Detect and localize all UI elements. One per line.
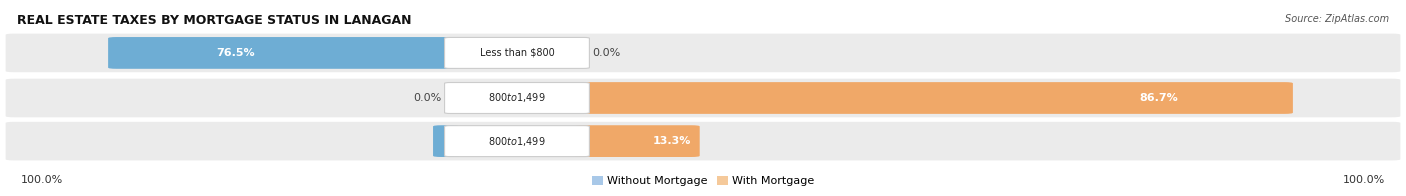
FancyBboxPatch shape bbox=[6, 79, 1400, 117]
FancyBboxPatch shape bbox=[444, 126, 589, 157]
Text: 76.5%: 76.5% bbox=[217, 48, 256, 58]
FancyBboxPatch shape bbox=[6, 34, 1400, 72]
FancyBboxPatch shape bbox=[444, 83, 589, 113]
FancyBboxPatch shape bbox=[575, 125, 700, 157]
Text: 13.3%: 13.3% bbox=[652, 136, 692, 146]
Text: REAL ESTATE TAXES BY MORTGAGE STATUS IN LANAGAN: REAL ESTATE TAXES BY MORTGAGE STATUS IN … bbox=[17, 14, 412, 27]
FancyBboxPatch shape bbox=[444, 37, 589, 68]
Text: Less than $800: Less than $800 bbox=[479, 48, 554, 58]
Text: $800 to $1,499: $800 to $1,499 bbox=[488, 92, 546, 104]
Text: Source: ZipAtlas.com: Source: ZipAtlas.com bbox=[1285, 14, 1389, 24]
Text: 100.0%: 100.0% bbox=[1343, 175, 1385, 185]
Text: 0.0%: 0.0% bbox=[592, 48, 620, 58]
FancyBboxPatch shape bbox=[433, 125, 458, 157]
FancyBboxPatch shape bbox=[6, 122, 1400, 160]
Legend: Without Mortgage, With Mortgage: Without Mortgage, With Mortgage bbox=[588, 171, 818, 191]
Text: 0.0%: 0.0% bbox=[413, 93, 441, 103]
FancyBboxPatch shape bbox=[575, 82, 1294, 114]
Text: $800 to $1,499: $800 to $1,499 bbox=[488, 135, 546, 148]
Text: 100.0%: 100.0% bbox=[21, 175, 63, 185]
Text: 86.7%: 86.7% bbox=[1139, 93, 1178, 103]
Text: 2.0%: 2.0% bbox=[444, 136, 475, 146]
FancyBboxPatch shape bbox=[108, 37, 458, 69]
